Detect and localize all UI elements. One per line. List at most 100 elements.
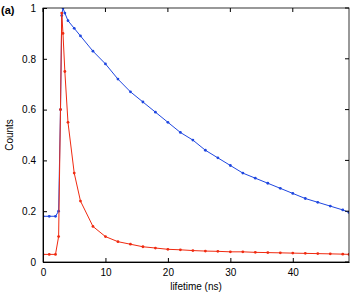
x-tick-label: 20 xyxy=(163,267,175,278)
data-point xyxy=(254,177,257,180)
data-point xyxy=(279,251,282,254)
x-tick-mark-top xyxy=(292,8,293,12)
data-point xyxy=(59,108,62,111)
data-point xyxy=(60,12,63,15)
data-point xyxy=(179,248,182,251)
y-tick: 0.4 xyxy=(22,155,47,166)
y-tick-mark xyxy=(43,211,47,212)
data-point xyxy=(48,215,51,218)
data-point xyxy=(104,62,107,65)
data-point xyxy=(279,187,282,190)
y-tick: 1 xyxy=(30,3,47,14)
data-point xyxy=(142,101,145,104)
y-tick-mark-right xyxy=(345,58,349,59)
y-tick-mark-right xyxy=(345,262,349,263)
x-tick-mark xyxy=(293,258,294,262)
y-tick-label: 0.2 xyxy=(22,206,36,217)
data-point xyxy=(229,164,232,167)
x-tick-mark xyxy=(168,258,169,262)
mirror-ticks xyxy=(43,8,349,262)
data-point xyxy=(73,172,76,175)
data-point xyxy=(241,172,244,175)
data-point xyxy=(304,197,307,200)
data-point xyxy=(191,139,194,142)
data-point xyxy=(48,253,51,256)
y-tick-mark-right xyxy=(345,211,349,212)
y-tick-mark-right xyxy=(345,8,349,9)
y-tick: 0 xyxy=(30,257,47,268)
data-point xyxy=(316,201,319,204)
y-tick-mark xyxy=(43,262,47,263)
data-point xyxy=(104,235,107,238)
data-point xyxy=(117,78,120,81)
y-tick-mark xyxy=(43,110,47,111)
series-line xyxy=(43,8,349,216)
y-tick-label: 0.4 xyxy=(22,155,36,166)
data-point xyxy=(341,253,344,256)
data-point xyxy=(117,240,120,243)
data-point xyxy=(266,251,269,254)
x-axis: 010203040 xyxy=(41,258,350,278)
data-point xyxy=(79,35,82,38)
data-point xyxy=(92,225,95,228)
data-point xyxy=(59,108,62,111)
data-point xyxy=(73,27,76,30)
plot-area: 0 10 20 30 40 0 0.2 0.4 0.6 0.8 1 xyxy=(22,3,350,278)
data-point xyxy=(67,19,70,22)
data-point xyxy=(241,250,244,253)
data-point xyxy=(304,252,307,255)
data-point xyxy=(63,70,66,73)
data-point xyxy=(92,50,95,53)
x-tick-mark-top xyxy=(105,8,106,12)
y-tick-mark xyxy=(43,160,47,161)
x-tick-label: 40 xyxy=(288,267,300,278)
chart-svg: 0 10 20 30 40 0 0.2 0.4 0.6 0.8 1 lifetime (ns) Coun… xyxy=(0,0,355,296)
data-point xyxy=(154,111,157,114)
data-point xyxy=(191,249,194,252)
data-point xyxy=(179,131,182,134)
data-point xyxy=(316,252,319,255)
y-tick-label: 0.6 xyxy=(22,104,36,115)
y-tick-label: 1 xyxy=(30,3,36,14)
x-tick-mark-top xyxy=(230,8,231,12)
x-tick-label: 10 xyxy=(100,267,112,278)
y-tick: 0.2 xyxy=(22,206,47,217)
data-point xyxy=(67,121,70,124)
data-point xyxy=(341,209,344,212)
data-point xyxy=(54,253,57,256)
data-point xyxy=(229,250,232,253)
data-point xyxy=(62,32,65,35)
x-tick-label: 30 xyxy=(225,267,237,278)
x-tick-mark xyxy=(230,258,231,262)
x-axis-line xyxy=(44,262,350,263)
data-point xyxy=(329,205,332,208)
data-point xyxy=(204,149,207,152)
data-point xyxy=(216,156,219,159)
data-point xyxy=(204,250,207,253)
x-axis-title: lifetime (ns) xyxy=(170,281,222,292)
y-tick-mark xyxy=(43,8,47,9)
plot-frame xyxy=(43,8,349,262)
x-tick: 30 xyxy=(225,258,237,278)
series-group xyxy=(43,8,349,256)
x-tick: 10 xyxy=(100,258,112,278)
data-point xyxy=(291,192,294,195)
x-tick-mark xyxy=(105,258,106,262)
data-point xyxy=(63,12,66,15)
chart-container: 0 10 20 30 40 0 0.2 0.4 0.6 0.8 1 lifetime (ns) Coun… xyxy=(0,0,355,296)
y-tick: 0.8 xyxy=(22,54,47,65)
data-point xyxy=(79,200,82,203)
data-point xyxy=(142,245,145,248)
data-point xyxy=(166,248,169,251)
y-axis: 0 0.2 0.4 0.6 0.8 1 xyxy=(22,3,47,268)
y-tick-label: 0 xyxy=(30,257,36,268)
data-point xyxy=(216,250,219,253)
data-point xyxy=(57,235,60,238)
data-point xyxy=(129,90,132,93)
x-tick-mark-top xyxy=(167,8,168,12)
data-point xyxy=(291,252,294,255)
series-line xyxy=(43,13,349,254)
x-tick: 20 xyxy=(163,258,175,278)
x-tick: 40 xyxy=(288,258,300,278)
y-axis-title: Counts xyxy=(4,119,15,151)
